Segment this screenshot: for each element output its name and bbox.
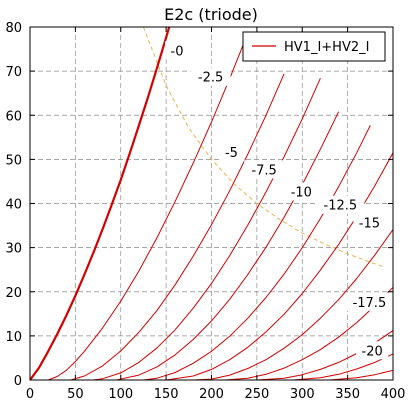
curve-label-background [353,213,386,232]
x-tick-label: 150 [154,387,179,402]
y-tick-label: 50 [5,153,22,168]
y-tick-label: 30 [5,242,22,257]
plate-curve [48,33,249,380]
x-tick-label: 250 [244,387,269,402]
curve-label: -20 [362,344,383,359]
x-tick-label: 0 [26,387,34,402]
curve-label: -17.5 [353,296,387,311]
power-limit-layer [142,27,385,268]
y-tick-label: 80 [5,21,22,36]
plate-curve [30,27,171,380]
curve-label-background [219,142,244,161]
curve-label-background [356,341,389,360]
y-tick-label: 0 [14,374,22,389]
y-tick-label: 60 [5,109,22,124]
legend: HV1_I+HV2_I [242,31,386,62]
power-limit-curve [142,27,385,268]
curve-label: -7.5 [251,163,276,178]
curve-label-background [316,195,365,214]
plate-curve [193,229,393,380]
curve-labels: -0 -2.5 -5 -7.5 -10 -12.5-15 -17.5 -20 [165,41,394,360]
curve-label-background [244,160,285,179]
y-tick-label: 70 [5,65,22,80]
curve-label: -10 [291,185,312,200]
x-tick-label: 100 [108,387,133,402]
axis-ticks: 0 50 100 150 200 250 300 350 400 0 10 20 30 40 50 60 70 8… [5,21,405,402]
x-tick-label: 200 [199,387,224,402]
curve-label: -0 [171,44,184,59]
y-tick-label: 10 [5,330,22,345]
plate-curve [293,353,393,380]
curve-label-background [165,41,190,60]
x-tick-label: 50 [67,387,84,402]
plate-curves [30,27,393,380]
x-tick-label: 350 [335,387,360,402]
curve-label-background [190,67,231,86]
chart-title: E2c (triode) [164,5,258,24]
y-tick-label: 40 [5,198,22,213]
curve-label: -15 [359,216,380,231]
curve-label: -12.5 [324,199,358,214]
curve-label: -5 [225,146,238,161]
curve-label-background [285,182,318,201]
legend-label: HV1_I+HV2_I [284,40,369,55]
curve-label-background [345,292,394,311]
plate-curve [143,125,371,380]
x-tick-label: 300 [290,387,315,402]
x-tick-label: 400 [381,387,406,402]
plate-curve [70,73,285,380]
y-tick-label: 20 [5,286,22,301]
plate-curve [329,369,393,380]
curve-label: -2.5 [198,71,223,86]
